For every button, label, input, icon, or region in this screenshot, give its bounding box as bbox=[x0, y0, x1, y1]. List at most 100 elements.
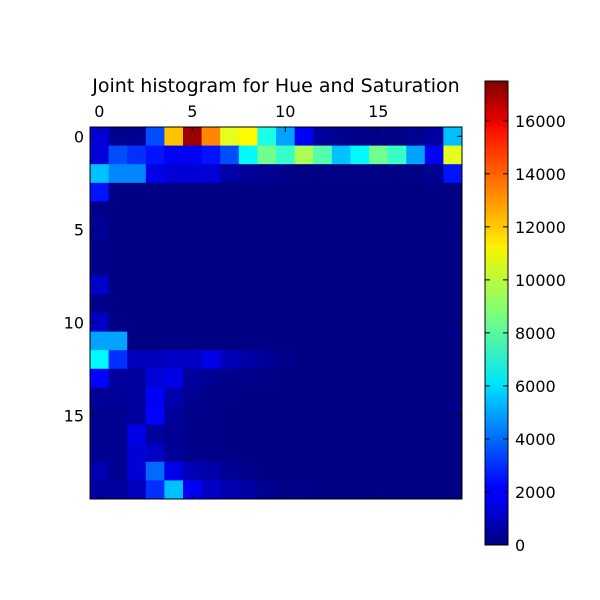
heatmap-cell bbox=[369, 220, 388, 239]
y-tick-label: 10 bbox=[64, 313, 84, 332]
heatmap-cell bbox=[276, 220, 295, 239]
heatmap-cell bbox=[294, 275, 314, 295]
heatmap-cell bbox=[443, 443, 463, 463]
heatmap-cell bbox=[183, 350, 202, 370]
heatmap-cell bbox=[331, 127, 351, 146]
heatmap-cell bbox=[406, 275, 426, 295]
heatmap-cell bbox=[406, 461, 426, 481]
heatmap-cell bbox=[276, 238, 295, 258]
heatmap-cell bbox=[145, 424, 165, 444]
heatmap-cell bbox=[294, 368, 314, 388]
heatmap-cell bbox=[369, 387, 388, 407]
heatmap-cell bbox=[238, 406, 258, 425]
heatmap-cell bbox=[443, 350, 463, 370]
heatmap-cell bbox=[443, 257, 463, 277]
heatmap-cell bbox=[257, 387, 277, 407]
heatmap-cell bbox=[350, 406, 370, 425]
heatmap-cell bbox=[276, 257, 295, 277]
heatmap-cell bbox=[313, 127, 333, 146]
heatmap-cell bbox=[294, 127, 314, 146]
heatmap-cell bbox=[276, 406, 295, 425]
heatmap-cell bbox=[164, 443, 184, 463]
heatmap-cell bbox=[201, 201, 221, 221]
heatmap-cell bbox=[90, 127, 109, 146]
heatmap-cell bbox=[257, 238, 277, 258]
heatmap-cell bbox=[108, 387, 128, 407]
heatmap-cell bbox=[387, 350, 407, 370]
heatmap-cell bbox=[238, 275, 258, 295]
heatmap-cell bbox=[313, 275, 333, 295]
heatmap-cell bbox=[145, 275, 165, 295]
heatmap-cell bbox=[145, 368, 165, 388]
heatmap-cell bbox=[331, 480, 351, 500]
heatmap-cell bbox=[276, 145, 295, 165]
heatmap-cell bbox=[127, 331, 147, 351]
heatmap-cell bbox=[424, 182, 444, 202]
heatmap-cell bbox=[369, 443, 388, 463]
heatmap-cell bbox=[331, 201, 351, 221]
heatmap-cell bbox=[238, 424, 258, 444]
heatmap-cell bbox=[145, 461, 165, 481]
heatmap-cell bbox=[331, 406, 351, 425]
heatmap-cell bbox=[406, 424, 426, 444]
heatmap-cell bbox=[406, 313, 426, 332]
heatmap-cell bbox=[294, 220, 314, 239]
heatmap-cell bbox=[257, 461, 277, 481]
heatmap-cell bbox=[238, 127, 258, 146]
heatmap-cell bbox=[183, 294, 202, 314]
heatmap-cell bbox=[369, 145, 388, 165]
heatmap-cell bbox=[424, 275, 444, 295]
heatmap-cell bbox=[387, 127, 407, 146]
heatmap-cell bbox=[220, 350, 240, 370]
heatmap-cell bbox=[406, 443, 426, 463]
heatmap-cell bbox=[90, 443, 109, 463]
heatmap-cell bbox=[294, 257, 314, 277]
heatmap-cell bbox=[145, 331, 165, 351]
heatmap-cell bbox=[90, 220, 109, 239]
heatmap-cell bbox=[276, 461, 295, 481]
heatmap-cell bbox=[257, 313, 277, 332]
heatmap-cell bbox=[276, 275, 295, 295]
heatmap-cell bbox=[443, 238, 463, 258]
heatmap-cell bbox=[424, 164, 444, 184]
heatmap-cell bbox=[164, 294, 184, 314]
heatmap-cell bbox=[127, 313, 147, 332]
heatmap-cell bbox=[183, 127, 202, 146]
heatmap-cell bbox=[145, 127, 165, 146]
heatmap-cell bbox=[220, 275, 240, 295]
heatmap-cell bbox=[276, 424, 295, 444]
heatmap-cell bbox=[406, 480, 426, 500]
y-axis-ticks: 0 5 10 15 bbox=[64, 127, 462, 425]
heatmap-cell bbox=[294, 424, 314, 444]
heatmap-cell bbox=[387, 257, 407, 277]
heatmap-cell bbox=[90, 331, 109, 351]
heatmap-cell bbox=[276, 350, 295, 370]
heatmap-cell bbox=[220, 201, 240, 221]
heatmap-cell bbox=[331, 387, 351, 407]
heatmap-cell bbox=[387, 480, 407, 500]
heatmap-cell bbox=[201, 331, 221, 351]
heatmap-cell bbox=[387, 238, 407, 258]
heatmap-cell bbox=[127, 201, 147, 221]
heatmap-cell bbox=[220, 387, 240, 407]
heatmap-cell bbox=[90, 480, 109, 500]
heatmap-cell bbox=[276, 201, 295, 221]
heatmap-cell bbox=[201, 294, 221, 314]
heatmap-cell bbox=[294, 182, 314, 202]
heatmap-cell bbox=[108, 238, 128, 258]
heatmap-cell bbox=[127, 350, 147, 370]
heatmap-cell bbox=[350, 201, 370, 221]
heatmap-cell bbox=[313, 238, 333, 258]
heatmap-cell bbox=[127, 257, 147, 277]
heatmap-cell bbox=[424, 424, 444, 444]
heatmap-cell bbox=[127, 275, 147, 295]
heatmap-cell bbox=[331, 164, 351, 184]
heatmap-cell bbox=[443, 201, 463, 221]
heatmap-cell bbox=[276, 368, 295, 388]
colorbar-tick-label: 8000 bbox=[515, 324, 556, 343]
heatmap-cell bbox=[313, 182, 333, 202]
heatmap-cell bbox=[350, 257, 370, 277]
heatmap-cell bbox=[220, 424, 240, 444]
heatmap-cell bbox=[369, 480, 388, 500]
heatmap-cell bbox=[183, 443, 202, 463]
